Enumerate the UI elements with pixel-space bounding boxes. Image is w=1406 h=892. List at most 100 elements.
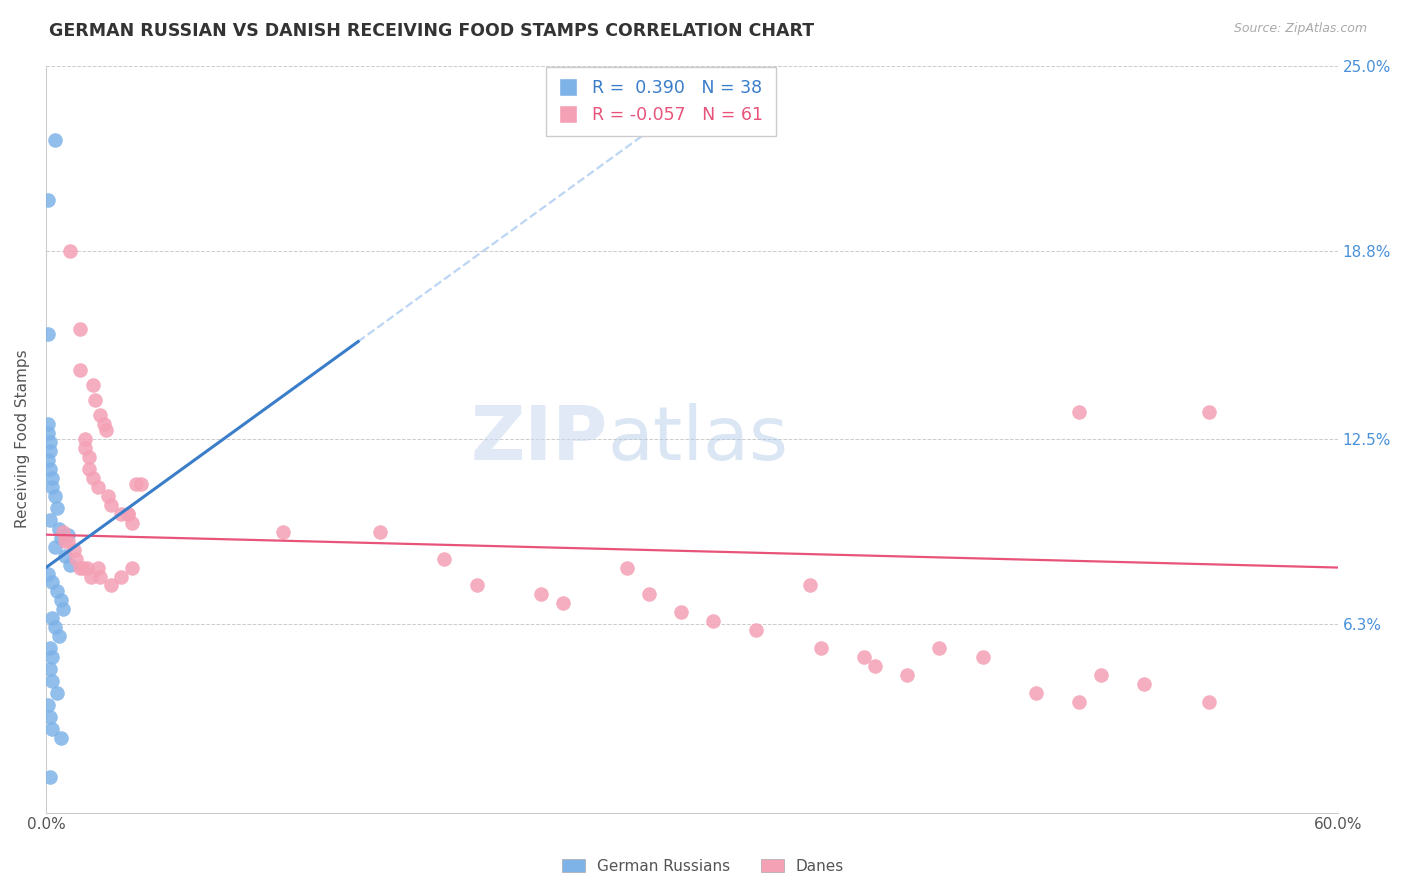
Point [616, 560, 638, 574]
Point [368, 524, 391, 539]
Point [69, 560, 91, 574]
Point [39, 641, 62, 656]
Point [39, 770, 62, 784]
Point [121, 516, 143, 530]
Point [928, 641, 950, 656]
Point [65, 551, 87, 566]
Point [37, 426, 59, 441]
Text: atlas: atlas [607, 402, 789, 475]
Point [125, 476, 148, 491]
Point [39, 513, 62, 527]
Point [863, 659, 886, 673]
Point [45, 584, 67, 599]
Point [637, 587, 659, 601]
Point [972, 650, 994, 665]
Point [72, 560, 94, 574]
Point [100, 498, 122, 512]
Point [45, 686, 67, 700]
Point [1069, 695, 1091, 709]
Point [44, 489, 66, 503]
Point [52, 602, 75, 616]
Point [59, 244, 82, 258]
Point [56, 533, 79, 548]
Point [77, 462, 100, 476]
Point [745, 624, 768, 638]
Point [39, 710, 62, 724]
Point [39, 662, 62, 676]
Point [465, 578, 488, 592]
Point [41, 722, 63, 736]
Point [117, 507, 139, 521]
Point [44, 133, 66, 147]
Point [48, 629, 70, 643]
Point [1198, 405, 1220, 419]
Point [110, 507, 132, 521]
Point [97, 489, 120, 503]
Text: ZIP: ZIP [471, 402, 607, 475]
Point [73, 441, 96, 455]
Point [93, 417, 115, 431]
Point [129, 476, 152, 491]
Point [41, 480, 63, 494]
Point [530, 587, 553, 601]
Point [56, 527, 79, 541]
Point [73, 432, 96, 446]
Point [1025, 686, 1047, 700]
Point [53, 533, 76, 548]
Point [1198, 695, 1220, 709]
Point [1133, 677, 1156, 691]
Point [810, 641, 832, 656]
Point [45, 500, 67, 515]
Point [271, 524, 294, 539]
Point [117, 507, 139, 521]
Point [551, 596, 574, 610]
Point [110, 569, 132, 583]
Point [76, 560, 98, 574]
Point [896, 668, 918, 682]
Point [37, 698, 59, 712]
Point [82, 378, 104, 392]
Point [53, 549, 76, 563]
Point [89, 569, 111, 583]
Point [37, 193, 59, 207]
Point [433, 551, 456, 566]
Point [702, 615, 724, 629]
Y-axis label: Receiving Food Stamps: Receiving Food Stamps [15, 350, 30, 528]
Point [41, 611, 63, 625]
Point [41, 650, 63, 665]
Point [86, 480, 108, 494]
Point [49, 731, 72, 745]
Point [96, 423, 118, 437]
Point [853, 650, 876, 665]
Point [69, 321, 91, 335]
Text: GERMAN RUSSIAN VS DANISH RECEIVING FOOD STAMPS CORRELATION CHART: GERMAN RUSSIAN VS DANISH RECEIVING FOOD … [49, 22, 814, 40]
Point [41, 575, 63, 590]
Point [48, 522, 70, 536]
Point [84, 393, 107, 408]
Point [69, 363, 91, 377]
Point [63, 542, 86, 557]
Point [77, 450, 100, 464]
Point [37, 453, 59, 467]
Point [89, 408, 111, 422]
Legend: German Russians, Danes: German Russians, Danes [555, 853, 851, 880]
Point [37, 566, 59, 581]
Point [59, 558, 82, 572]
Point [799, 578, 821, 592]
Point [80, 569, 103, 583]
Point [669, 606, 692, 620]
Point [39, 462, 62, 476]
Point [82, 471, 104, 485]
Point [49, 593, 72, 607]
Point [39, 435, 62, 450]
Point [100, 578, 122, 592]
Point [44, 620, 66, 634]
Point [1069, 405, 1091, 419]
Point [41, 471, 63, 485]
Point [44, 540, 66, 554]
Legend: R =  0.390   N = 38, R = -0.057   N = 61: R = 0.390 N = 38, R = -0.057 N = 61 [546, 67, 776, 136]
Point [1090, 668, 1112, 682]
Point [37, 417, 59, 431]
Point [121, 560, 143, 574]
Point [86, 560, 108, 574]
